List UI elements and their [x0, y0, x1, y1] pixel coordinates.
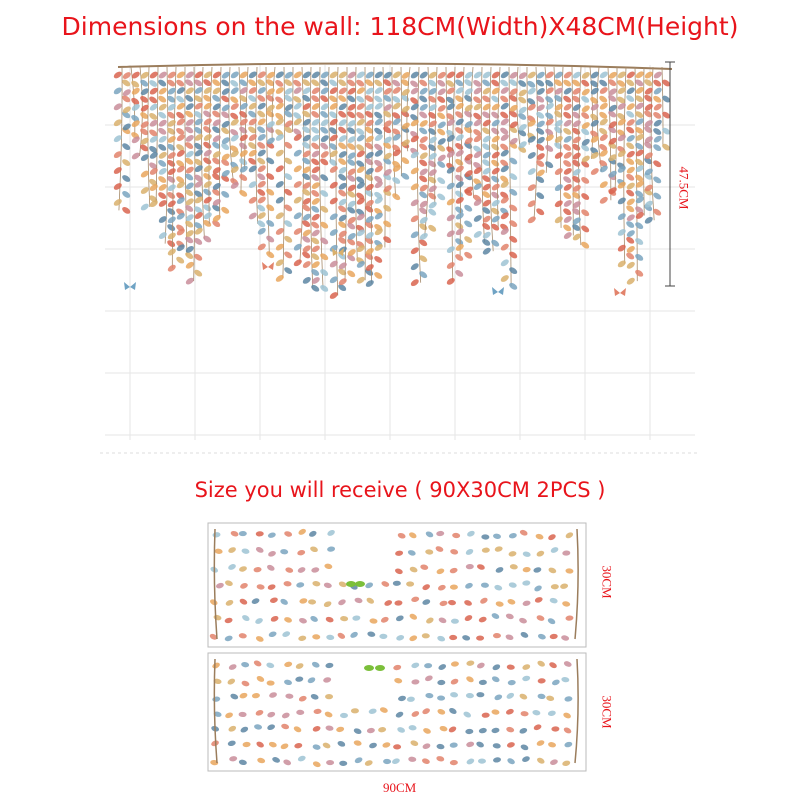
wall-grid: [100, 65, 700, 454]
wall-height-label: 47.5CM: [676, 166, 692, 210]
height-dimension-line: [665, 61, 675, 287]
sheet-top: [207, 522, 587, 648]
decal-sheets: [207, 522, 587, 772]
sheet-height-label-top: 30CM: [599, 565, 615, 599]
receive-size-heading: Size you will receive ( 90X30CM 2PCS ): [194, 478, 606, 502]
wall-decal-preview: [100, 62, 700, 454]
sheet-bottom: [207, 652, 587, 772]
sheet-height-label-bottom: 30CM: [599, 695, 615, 729]
hanging-vines-illustration: [113, 62, 673, 299]
sheet-width-label: 90CM: [383, 780, 417, 795]
wall-dimensions-heading: Dimensions on the wall: 118CM(Width)X48C…: [61, 12, 739, 41]
